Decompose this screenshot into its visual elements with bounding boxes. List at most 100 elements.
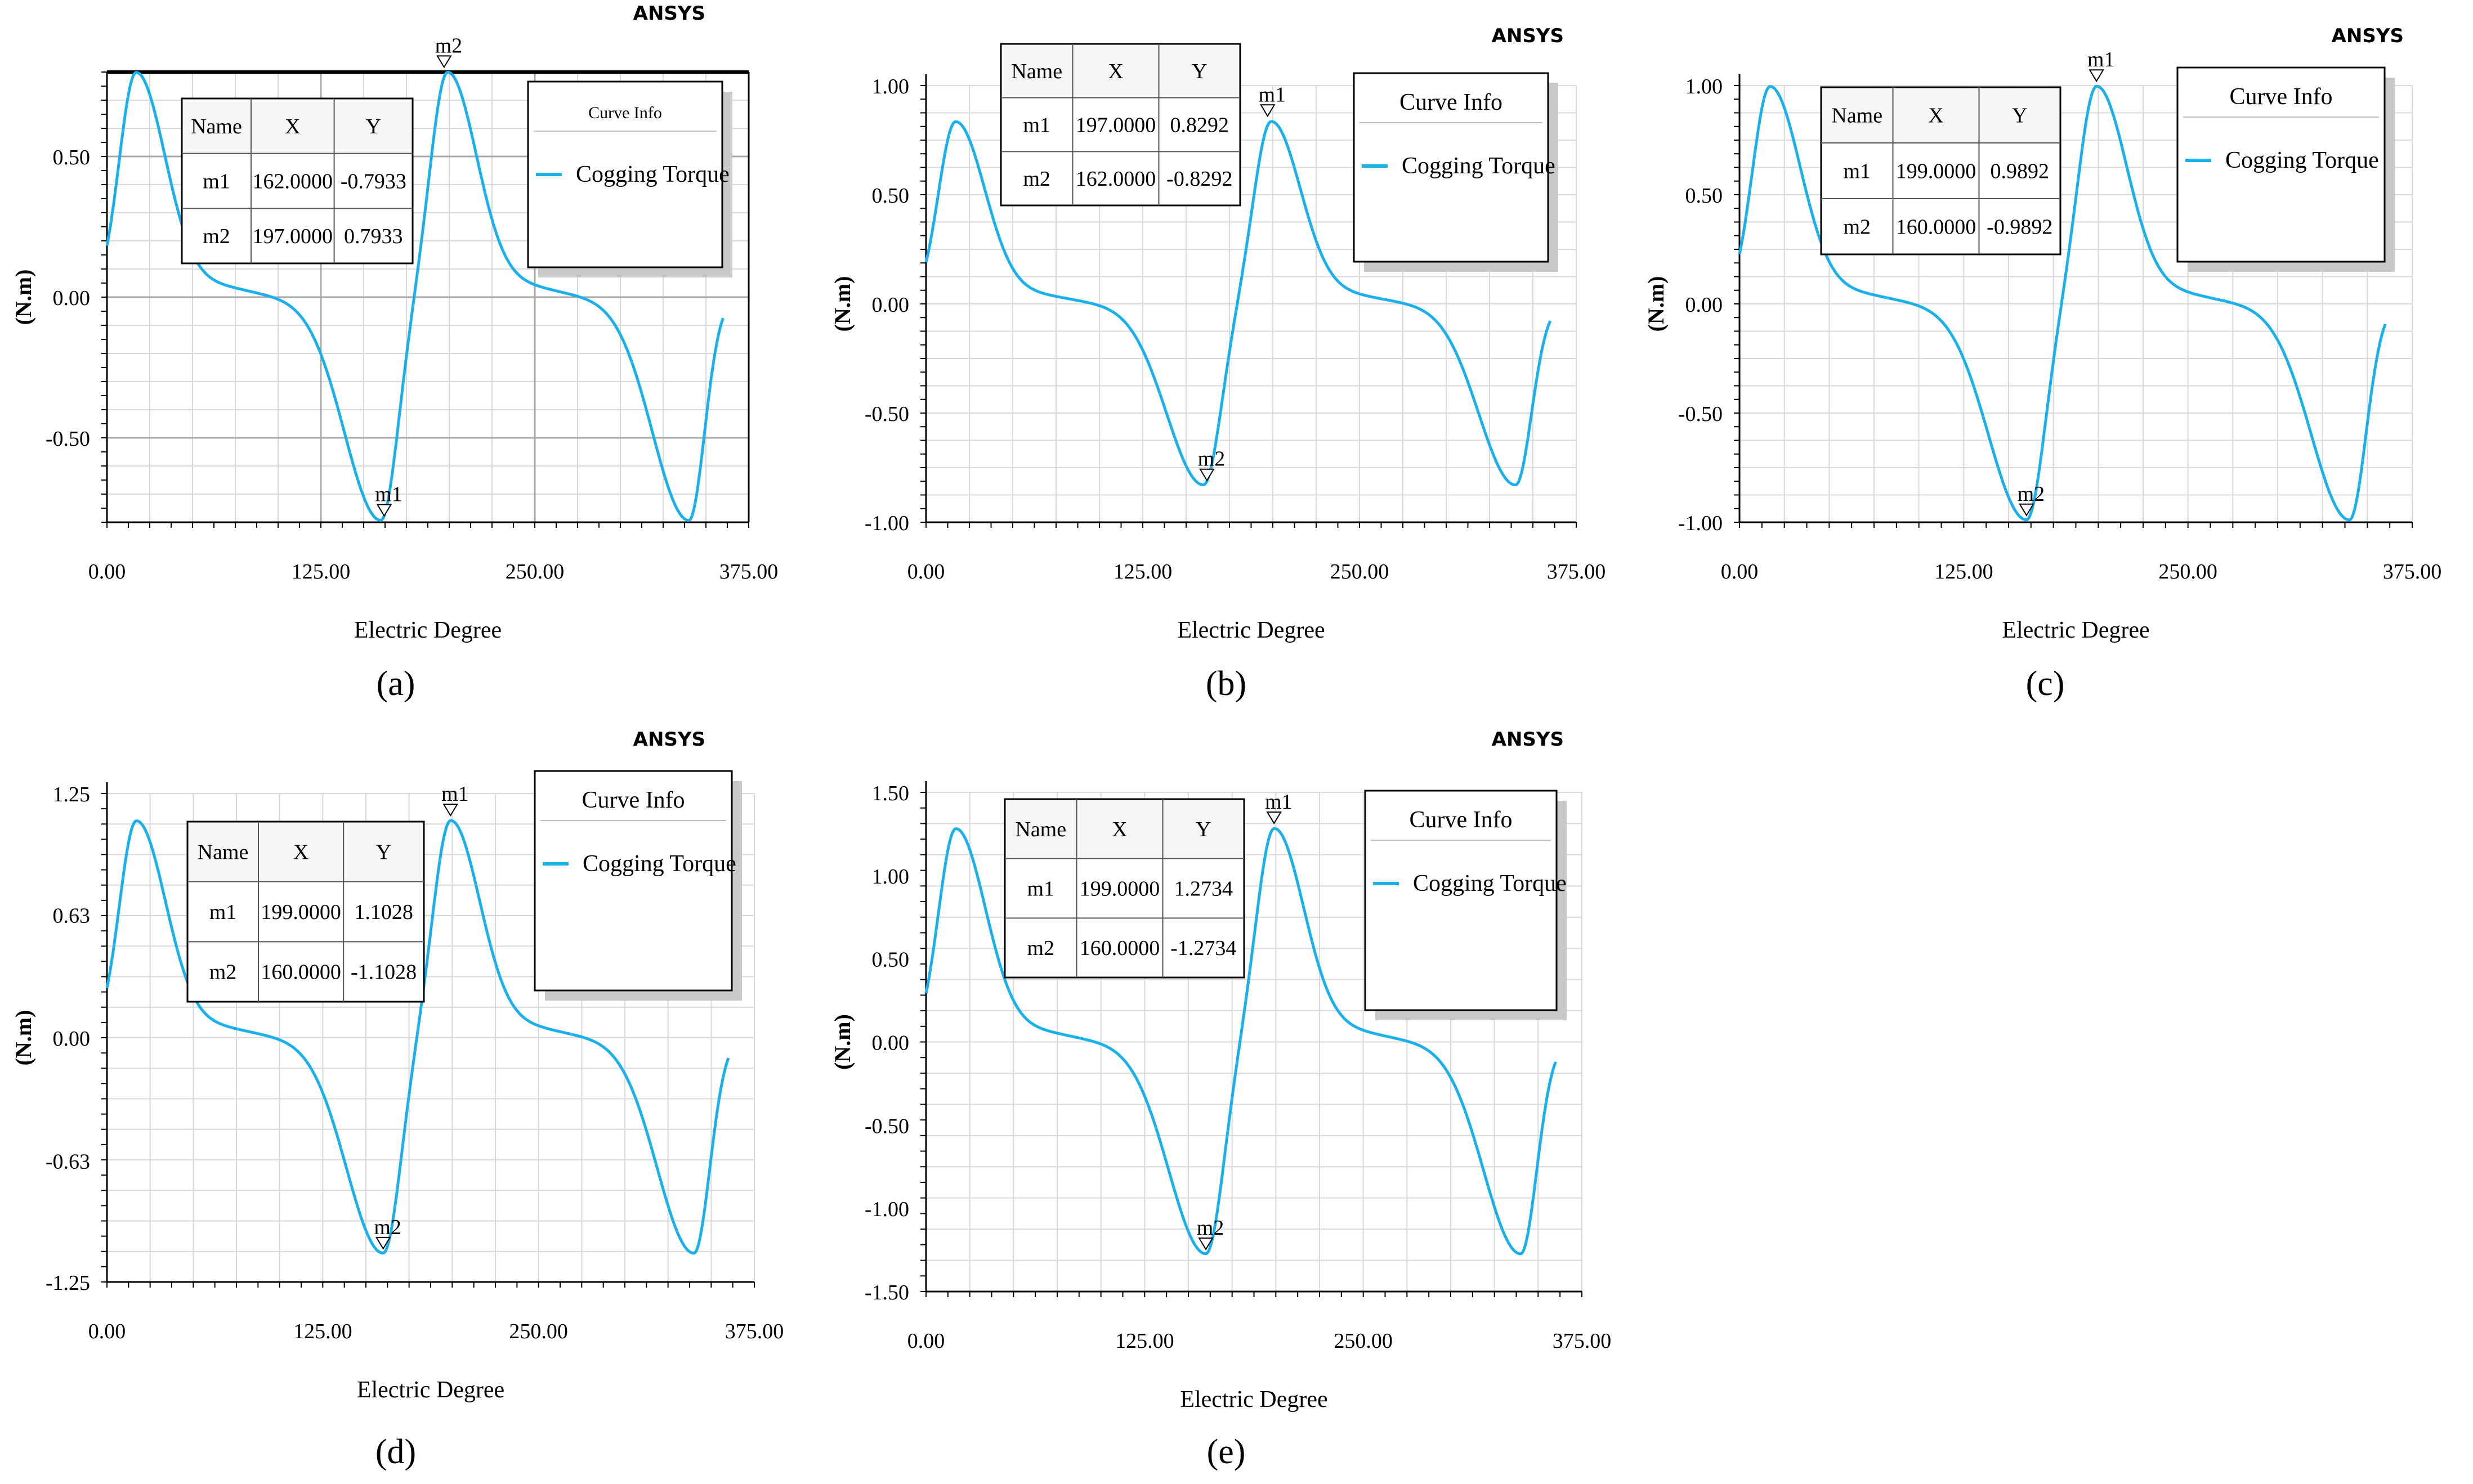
y-axis-title: (N.m): [830, 276, 855, 332]
legend-title: Curve Info: [1409, 807, 1512, 833]
ansys-brand: ANSYS: [2332, 25, 2404, 47]
marker-table: Name m1 m2 X 199.0000 160.0000 Y 0.9892 -0.9892: [1820, 86, 2061, 255]
legend: Curve Info Cogging Torque: [1364, 790, 1567, 1020]
x-tick-label: 0.00: [907, 560, 945, 584]
chart-panel-b: 0.00 125.00 250.00 375.00 1.00 0.50 0.00 -0.50 -…: [830, 25, 1606, 703]
x-axis-title: Electric Degree: [2002, 617, 2149, 643]
marker-table-header-bg: [1822, 88, 2059, 143]
y-tick-label: -1.25: [46, 1271, 90, 1295]
ansys-brand: ANSYS: [633, 2, 705, 25]
marker-m1-triangle: [1259, 104, 1276, 118]
y-axis-title: (N.m): [1643, 276, 1669, 332]
x-tick-label: 0.00: [88, 560, 126, 584]
table-header-cell: X: [293, 840, 308, 864]
table-header-cell: Name: [191, 115, 242, 138]
table-cell: -0.7933: [341, 170, 406, 194]
table-header-cell: X: [1928, 104, 1943, 128]
marker-m2-label: m2: [2018, 482, 2045, 506]
table-cell: 199.0000: [1080, 877, 1160, 901]
marker-table-header-bg: [1006, 800, 1243, 859]
table-header-cell: Y: [1196, 818, 1211, 841]
table-header-cell: Name: [1831, 104, 1882, 128]
marker-m1-triangle: [2089, 69, 2104, 83]
x-tick-label: 125.00: [292, 560, 351, 584]
cogging-torque-curve: [105, 71, 725, 522]
y-tick-label: 0.00: [1685, 293, 1723, 317]
y-tick-label: -0.50: [1678, 402, 1723, 426]
table-cell: 0.8292: [1170, 114, 1229, 137]
marker-table: Name m1 m2 X 197.0000 162.0000 Y 0.8292 -0.8292: [1000, 43, 1241, 207]
y-tick-label: 0.50: [53, 146, 91, 169]
table-cell: 160.0000: [1896, 216, 1976, 239]
marker-m1-triangle: [1266, 812, 1282, 824]
y-tick-label: 0.00: [53, 286, 91, 310]
table-cell: m1: [1843, 160, 1871, 183]
table-header-cell: X: [1112, 818, 1127, 841]
table-cell: m1: [209, 900, 237, 924]
y-tick-label: 0.50: [872, 948, 910, 972]
table-cell: -1.1028: [351, 961, 417, 984]
table-cell: 1.1028: [354, 900, 413, 924]
legend: Curve Info Cogging Torque: [2176, 66, 2395, 272]
x-tick-label: 375.00: [1553, 1329, 1612, 1353]
table-header-cell: X: [285, 115, 300, 138]
cogging-torque-curve: [1738, 84, 2387, 522]
y-axis-title: (N.m): [11, 270, 36, 325]
marker-m2-triangle: [1198, 1238, 1214, 1250]
table-cell: m2: [1843, 216, 1871, 239]
table-header-cell: Y: [1192, 60, 1207, 83]
chart-panel-c: 0.00 125.00 250.00 375.00 1.00 0.50 0.00 -0.50 -…: [1643, 25, 2441, 703]
table-cell: -0.8292: [1166, 167, 1232, 191]
x-tick-label: 0.00: [907, 1329, 945, 1353]
y-tick-label: -0.50: [865, 402, 909, 426]
legend-frame: [1364, 790, 1558, 1011]
table-cell: 0.9892: [1991, 160, 2050, 183]
panel-label: (a): [377, 665, 415, 703]
y-tick-label: 1.00: [872, 75, 910, 98]
chart-panel-a: 0.00 125.00 250.00 375.00 0.50 0.00 -0.50 Elect…: [11, 2, 778, 703]
x-tick-label: 250.00: [506, 560, 565, 584]
marker-m1-triangle: [442, 804, 459, 817]
y-tick-label: -0.50: [865, 1114, 909, 1138]
marker-table-header-bg: [189, 823, 423, 882]
table-cell: 162.0000: [1076, 167, 1156, 191]
table-header-cell: Name: [1015, 818, 1066, 841]
x-axis-title: Electric Degree: [1177, 617, 1325, 643]
table-cell: m1: [1027, 877, 1054, 901]
y-tick-label: 0.63: [53, 904, 91, 927]
legend-frame: [1353, 72, 1549, 263]
marker-table-header-bg: [1002, 45, 1239, 98]
x-tick-label: 125.00: [1113, 560, 1173, 584]
y-tick-label: -1.00: [1678, 512, 1723, 535]
ansys-brand: ANSYS: [1492, 25, 1564, 47]
marker-table: Name m1 m2 X 162.0000 197.0000 Y -0.7933 0.7933: [181, 97, 414, 264]
x-tick-label: 0.00: [88, 1320, 126, 1343]
table-header-cell: Name: [1011, 60, 1062, 83]
ansys-brand: ANSYS: [1492, 728, 1564, 751]
marker-m2-triangle: [1199, 468, 1215, 482]
x-axis-title: Electric Degree: [354, 617, 502, 643]
y-tick-label: 1.50: [872, 782, 910, 805]
table-header-cell: Y: [366, 115, 381, 138]
y-tick-label: 0.50: [1685, 184, 1723, 208]
legend-title: Curve Info: [588, 104, 662, 122]
marker-m2-label: m2: [1197, 1216, 1224, 1240]
table-cell: 197.0000: [1076, 114, 1156, 137]
y-tick-label: 1.25: [53, 783, 91, 806]
chart-panel-e: 0.00 125.00 250.00 375.00 1.50 1.00 0.50 0.00 -0…: [830, 728, 1611, 1471]
y-tick-label: 0.00: [872, 293, 910, 317]
marker-m1-label: m1: [375, 483, 403, 506]
marker-table-header-bg: [183, 100, 412, 154]
legend: Curve Info Cogging Torque: [527, 80, 732, 277]
y-tick-label: 1.00: [1685, 75, 1723, 98]
legend: Curve Info Cogging Torque: [534, 770, 742, 1001]
legend-entry: Cogging Torque: [576, 162, 730, 187]
table-cell: 0.7933: [344, 225, 403, 248]
panel-label: (b): [1206, 665, 1246, 703]
x-tick-label: 250.00: [2158, 560, 2217, 584]
table-cell: m2: [203, 225, 230, 248]
table-cell: m2: [1023, 167, 1050, 191]
x-tick-label: 125.00: [1115, 1329, 1174, 1353]
legend-entry: Cogging Torque: [2225, 147, 2379, 173]
